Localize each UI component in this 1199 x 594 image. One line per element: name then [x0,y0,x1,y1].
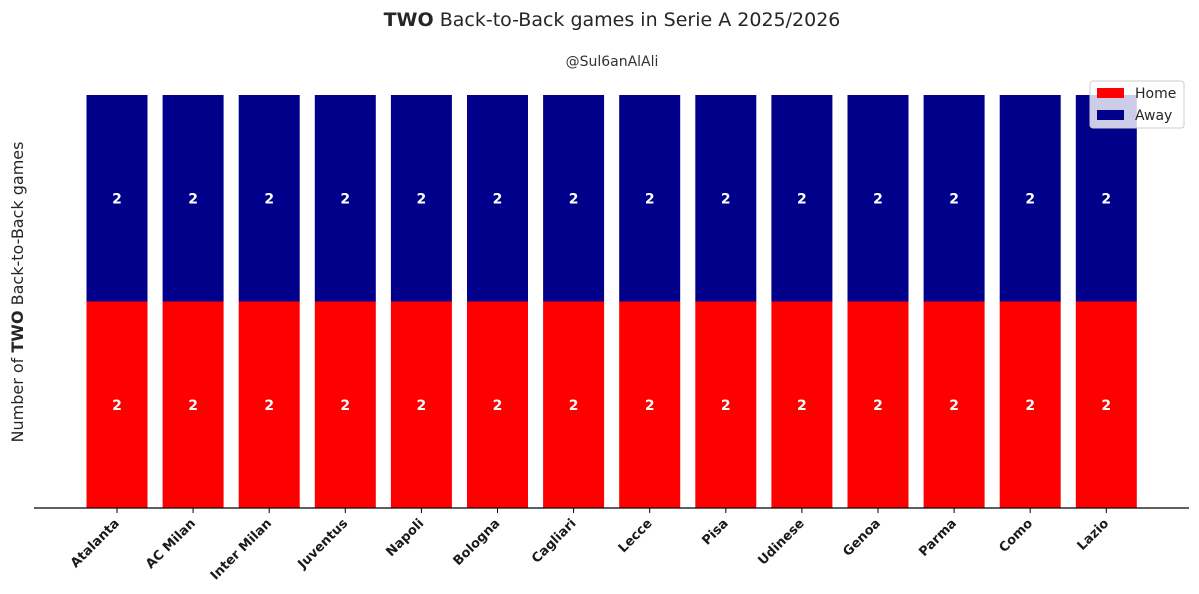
bars-layer [86,95,1137,508]
value-label-home-cagliari: 2 [569,398,579,414]
chart-title-rest: Back-to-Back games in Serie A 2025/2026 [434,9,841,31]
bar-away-napoli [390,95,452,302]
value-label-away-udinese: 2 [797,191,807,207]
value-label-home-ac-milan: 2 [188,398,198,414]
bar-home-atalanta [86,301,148,508]
value-label-away-como: 2 [1025,191,1035,207]
value-label-home-juventus: 2 [340,398,350,414]
bar-away-como [999,95,1061,302]
bar-away-genoa [847,95,909,302]
value-label-away-ac-milan: 2 [188,191,198,207]
chart-title: TWO Back-to-Back games in Serie A 2025/2… [384,9,841,31]
value-label-home-lazio: 2 [1101,398,1111,414]
value-label-away-inter-milan: 2 [264,191,274,207]
bar-home-lazio [1075,301,1137,508]
value-label-home-lecce: 2 [645,398,655,414]
value-label-away-pisa: 2 [721,191,731,207]
x-tick-label-napoli: Napoli [384,516,428,560]
bar-away-pisa [695,95,757,302]
x-tick-label-inter-milan: Inter Milan [208,516,275,583]
x-tick-label-juventus: Juventus [295,516,352,573]
value-label-home-parma: 2 [949,398,959,414]
x-tick-label-genoa: Genoa [840,516,883,559]
x-tick-label-bologna: Bologna [451,516,504,569]
x-tick-label-pisa: Pisa [699,516,731,548]
bar-home-lecce [619,301,681,508]
value-label-home-inter-milan: 2 [264,398,274,414]
legend-label-home: Home [1135,86,1176,102]
value-label-home-genoa: 2 [873,398,883,414]
bar-home-udinese [771,301,833,508]
value-label-away-genoa: 2 [873,191,883,207]
value-label-away-parma: 2 [949,191,959,207]
value-label-home-udinese: 2 [797,398,807,414]
bar-home-napoli [390,301,452,508]
bar-away-ac-milan [162,95,224,302]
x-tick-label-ac-milan: AC Milan [143,516,199,572]
value-label-home-bologna: 2 [493,398,503,414]
bar-home-como [999,301,1061,508]
legend-swatch-home [1097,88,1124,98]
bar-away-lazio [1075,95,1137,302]
value-label-home-pisa: 2 [721,398,731,414]
value-label-home-atalanta: 2 [112,398,122,414]
bar-away-udinese [771,95,833,302]
bar-away-juventus [314,95,376,302]
value-label-home-napoli: 2 [417,398,427,414]
y-axis-label-bold: TWO [8,310,27,352]
bar-home-ac-milan [162,301,224,508]
x-tick-label-lazio: Lazio [1075,516,1113,554]
y-axis-label: Number of TWO Back-to-Back games [8,142,27,443]
x-tick-label-parma: Parma [916,516,960,560]
bar-home-bologna [467,301,528,508]
bar-away-cagliari [543,95,605,302]
legend-label-away: Away [1135,108,1172,124]
x-tick-label-lecce: Lecce [616,516,656,556]
bar-away-inter-milan [238,95,300,302]
y-axis-label-prefix: Number of [8,353,27,443]
bar-away-parma [923,95,985,302]
bar-home-juventus [314,301,376,508]
x-tick-label-cagliari: Cagliari [529,516,579,566]
bar-home-cagliari [543,301,605,508]
value-label-away-cagliari: 2 [569,191,579,207]
legend-swatch-away [1097,110,1124,120]
chart-title-bold: TWO [384,9,434,31]
value-label-away-lazio: 2 [1101,191,1111,207]
bar-away-bologna [467,95,528,302]
bar-away-lecce [619,95,681,302]
value-labels-layer: 2 2 2 2 2 2 2 2 2 2 2 2 2 2 2 2 2 2 2 2 2 2 2 2 2 2 2 2 [112,191,1111,413]
bar-home-genoa [847,301,909,508]
legend: Home Away [1089,80,1185,129]
value-label-away-lecce: 2 [645,191,655,207]
chart-subtitle: @Sul6anAlAli [566,54,659,70]
x-tick-label-atalanta: Atalanta [68,516,123,571]
x-tick-label-como: Como [996,516,1036,556]
value-label-away-napoli: 2 [417,191,427,207]
y-axis-label-suffix: Back-to-Back games [8,142,27,311]
value-label-away-atalanta: 2 [112,191,122,207]
value-label-away-juventus: 2 [340,191,350,207]
bar-home-inter-milan [238,301,300,508]
value-label-home-como: 2 [1025,398,1035,414]
x-tick-labels: Atalanta AC Milan Inter Milan Juventus Napol… [68,508,1112,583]
x-tick-label-udinese: Udinese [755,516,807,568]
value-label-away-bologna: 2 [493,191,503,207]
bar-home-parma [923,301,985,508]
bar-home-pisa [695,301,757,508]
bar-away-atalanta [86,95,148,302]
